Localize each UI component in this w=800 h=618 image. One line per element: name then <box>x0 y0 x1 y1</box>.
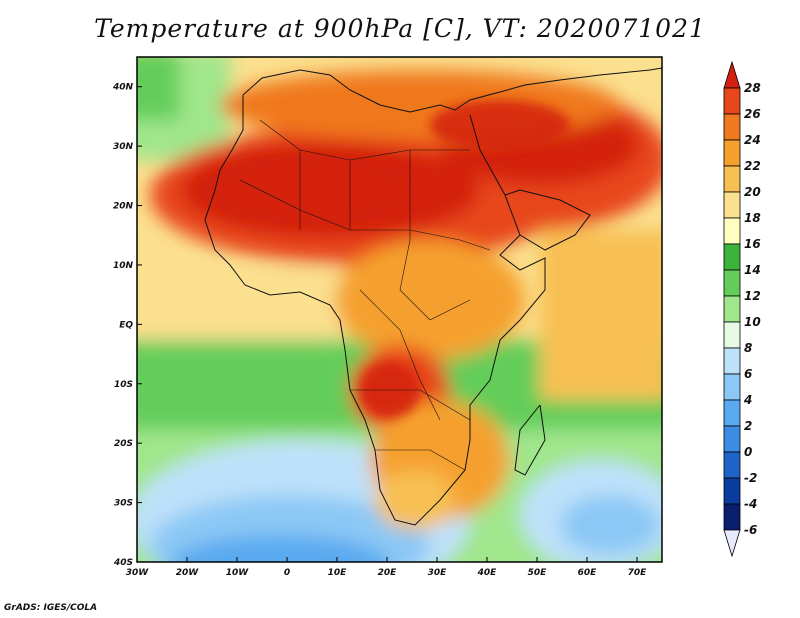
colorbar <box>723 60 741 558</box>
lon-label: 40E <box>477 568 498 578</box>
colorbar-swatch <box>723 373 741 401</box>
lon-label: 30E <box>428 568 448 578</box>
colorbar-label: -6 <box>744 523 757 537</box>
colorbar-swatch <box>723 113 741 141</box>
lon-label: 10W <box>226 568 250 578</box>
colorbar-label: -4 <box>744 497 757 511</box>
colorbar-label: 26 <box>744 107 761 121</box>
colorbar-swatch <box>723 87 741 115</box>
map-title: Temperature at 900hPa [C], VT: 202007102… <box>94 14 706 43</box>
colorbar-label: 28 <box>744 81 761 95</box>
lat-label: 20S <box>114 439 133 449</box>
colorbar-swatch <box>723 347 741 375</box>
lat-label: 10N <box>113 261 134 271</box>
colorbar-label: 6 <box>744 367 752 381</box>
lat-label: 40N <box>112 83 134 93</box>
longitude-labels: 30W 20W 10W 0 10E 20E 30E 40E 50E 60E 70E <box>126 568 647 578</box>
colorbar-swatch <box>723 60 741 89</box>
colorbar-swatch <box>723 243 741 271</box>
colorbar-swatch <box>723 503 741 531</box>
colorbar-label: 10 <box>744 315 761 329</box>
map-frame <box>136 56 663 563</box>
colorbar-swatch <box>723 321 741 349</box>
colorbar-label: 22 <box>744 159 761 173</box>
colorbar-label: 2 <box>744 419 752 433</box>
colorbar-swatch <box>723 139 741 167</box>
colorbar-swatch <box>723 425 741 453</box>
lat-label: 40S <box>113 558 133 568</box>
lon-label: 20W <box>176 568 200 578</box>
latitude-labels: 40N 30N 20N 10N EQ 10S 20S 30S 40S <box>112 83 134 568</box>
colorbar-swatch <box>723 451 741 479</box>
colorbar-label: 12 <box>744 289 761 303</box>
colorbar-label: 8 <box>744 341 752 355</box>
colorbar-swatch <box>723 269 741 297</box>
colorbar-swatch <box>723 399 741 427</box>
lon-label: 20E <box>378 568 398 578</box>
colorbar-label: 18 <box>744 211 761 225</box>
lat-label: 10S <box>114 380 133 390</box>
axis-ticks <box>136 86 638 563</box>
colorbar-swatch <box>723 529 741 558</box>
temperature-field <box>137 57 662 562</box>
lon-label: 70E <box>628 568 648 578</box>
country-borders <box>239 119 491 471</box>
colorbar-label: 14 <box>744 263 761 277</box>
lon-label: 0 <box>284 568 290 578</box>
colorbar-label: 4 <box>743 393 752 407</box>
grads-credit: GrADS: IGES/COLA <box>4 603 98 613</box>
lat-label: EQ <box>119 320 133 330</box>
coastline <box>204 67 662 526</box>
lon-label: 60E <box>578 568 598 578</box>
colorbar-label: 16 <box>744 237 761 251</box>
lon-label: 50E <box>528 568 548 578</box>
lat-label: 30S <box>114 499 133 509</box>
lon-label: 30W <box>126 568 150 578</box>
colorbar-label: 0 <box>744 445 752 459</box>
lon-label: 10E <box>328 568 348 578</box>
colorbar-swatch <box>723 477 741 505</box>
colorbar-label: -2 <box>744 471 757 485</box>
colorbar-swatch <box>723 295 741 323</box>
colorbar-swatch <box>723 165 741 193</box>
colorbar-label: 24 <box>744 133 761 147</box>
colorbar-swatch <box>723 191 741 219</box>
colorbar-label: 20 <box>744 185 761 199</box>
colorbar-swatch <box>723 217 741 245</box>
lat-label: 20N <box>113 202 134 212</box>
lat-label: 30N <box>113 142 134 152</box>
